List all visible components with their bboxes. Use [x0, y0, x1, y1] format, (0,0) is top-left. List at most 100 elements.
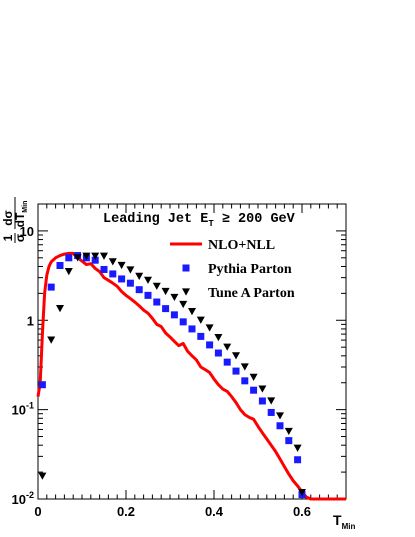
legend-entry: Tune A Parton [182, 286, 295, 301]
data-point [56, 305, 64, 313]
data-point [294, 456, 302, 464]
data-point [223, 343, 232, 351]
data-point [47, 283, 55, 291]
data-point [109, 270, 117, 278]
data-point [56, 262, 64, 270]
y-label-frac2-den-sub: Min [22, 201, 29, 213]
data-point [249, 373, 258, 381]
legend-swatch [182, 288, 190, 296]
data-point [170, 293, 179, 302]
data-point [197, 332, 205, 340]
data-point [91, 252, 100, 260]
data-point [284, 427, 293, 436]
legend-label: NLO+NLL [208, 238, 275, 253]
series-layer [36, 251, 346, 501]
y-tick-label: 10-2 [12, 490, 34, 507]
data-point [267, 397, 276, 405]
data-point [188, 308, 196, 316]
data-point [135, 286, 143, 294]
data-point [179, 318, 187, 326]
y-label-frac1-den: σ [13, 234, 27, 242]
chart-title: Leading Jet ET ≥ 200 GeV [103, 212, 296, 229]
legend-entry: NLO+NLL [170, 238, 275, 253]
extra-point [298, 488, 306, 497]
data-point [258, 385, 267, 393]
data-point [214, 333, 223, 342]
data-point [241, 377, 249, 385]
data-point [91, 256, 99, 264]
data-point [118, 275, 126, 283]
y-tick-label-base: 10 [12, 492, 26, 507]
y-tick-label: 1 [27, 313, 34, 328]
series-tune-a-parton [38, 252, 302, 480]
y-tick-label: 10 [20, 224, 34, 239]
data-point [162, 305, 170, 313]
data-point [276, 422, 284, 430]
legend-entry: Pythia Parton [182, 262, 292, 277]
data-point [293, 444, 302, 452]
data-point [100, 265, 108, 273]
data-point [64, 268, 73, 276]
series-line [36, 251, 346, 501]
data-point [232, 367, 240, 375]
y-tick-label: 10-1 [12, 401, 34, 418]
legend-swatch [182, 264, 190, 272]
data-point [179, 300, 188, 309]
legend-label: Tune A Parton [208, 286, 295, 301]
data-point [153, 298, 161, 306]
series-nlo-nll [36, 251, 346, 501]
data-point [126, 279, 134, 287]
x-tick-label: 0.4 [205, 504, 224, 519]
data-point [188, 325, 196, 333]
data-point [135, 272, 144, 280]
data-point [223, 358, 231, 366]
data-point [250, 386, 258, 394]
data-point [126, 266, 135, 274]
data-point [73, 254, 82, 262]
legend-label: Pythia Parton [208, 262, 292, 277]
data-point [65, 254, 73, 262]
data-point [267, 408, 275, 416]
x-tick-label: 0 [34, 504, 41, 519]
data-point [152, 282, 161, 290]
data-point [38, 472, 47, 480]
data-point [285, 437, 293, 445]
y-label-frac2-num: dσ [1, 210, 15, 226]
data-point [108, 258, 117, 266]
data-point [82, 252, 91, 260]
y-label-frac1-num: 1 [1, 234, 15, 241]
data-point [117, 261, 126, 270]
y-label-frac2-den: dTMin [13, 201, 29, 228]
data-point [38, 381, 46, 389]
data-point [170, 311, 178, 319]
y-label-frac2-den-main: dT [13, 212, 27, 227]
chart-title-rest: ≥ 200 GeV [214, 212, 296, 227]
x-axis-label-main: T [333, 512, 342, 528]
data-point [161, 287, 170, 296]
y-axis-label: 1 σ dσ dTMin [1, 197, 29, 243]
data-point [144, 291, 152, 299]
data-point [298, 488, 306, 497]
x-axis-label-sub: Min [342, 522, 356, 531]
data-point [100, 252, 108, 260]
data-point [205, 324, 214, 332]
x-tick-label: 0.6 [293, 504, 311, 519]
data-point [276, 412, 284, 420]
data-point [258, 397, 266, 405]
y-tick-label-base: 10 [12, 403, 26, 418]
chart-title-sub: T [208, 219, 214, 229]
data-point [47, 336, 56, 344]
x-axis-label: TMin [333, 512, 355, 531]
data-point [206, 341, 214, 349]
data-point [214, 349, 222, 357]
data-point [196, 316, 205, 324]
y-tick-label-exp: -2 [26, 490, 34, 500]
x-tick-label: 0.2 [117, 504, 135, 519]
data-point [240, 363, 249, 371]
data-point [144, 276, 152, 284]
y-tick-label-exp: -1 [26, 401, 34, 411]
chart-title-main: Leading Jet E [103, 212, 208, 227]
plot-frame [37, 203, 347, 500]
